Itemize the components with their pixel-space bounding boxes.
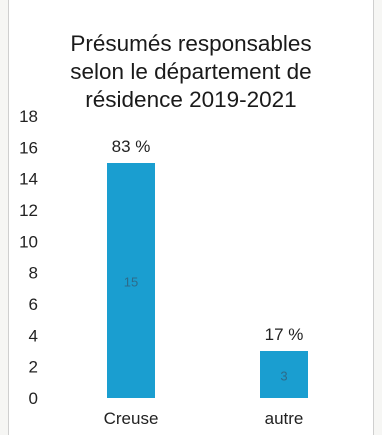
bar-percent-label: 83 % bbox=[112, 137, 151, 156]
bar-value-label: 3 bbox=[280, 369, 287, 384]
bar-autre bbox=[260, 351, 308, 398]
y-tick-label: 0 bbox=[29, 389, 38, 408]
y-tick-label: 8 bbox=[29, 264, 38, 283]
chart-title: Présumés responsables selon le départeme… bbox=[8, 30, 374, 114]
y-tick-label: 6 bbox=[29, 295, 38, 314]
bar-value-label: 15 bbox=[124, 275, 138, 290]
y-tick-label: 18 bbox=[19, 107, 38, 126]
y-tick-label: 12 bbox=[19, 201, 38, 220]
chart-frame bbox=[8, 0, 374, 435]
y-tick-label: 16 bbox=[19, 138, 38, 157]
y-tick-label: 2 bbox=[29, 358, 38, 377]
bar-creuse bbox=[107, 163, 155, 398]
chart-title-line-2: selon le département de bbox=[70, 59, 312, 84]
bar-percent-label: 17 % bbox=[265, 325, 304, 344]
chart-title-line-3: résidence 2019-2021 bbox=[85, 87, 297, 112]
y-tick-label: 14 bbox=[19, 170, 38, 189]
x-category-label: Creuse bbox=[104, 409, 159, 428]
chart-title-line-1: Présumés responsables bbox=[70, 31, 312, 56]
y-tick-label: 10 bbox=[19, 232, 38, 251]
y-tick-label: 4 bbox=[29, 326, 38, 345]
x-category-label: autre bbox=[265, 409, 304, 428]
